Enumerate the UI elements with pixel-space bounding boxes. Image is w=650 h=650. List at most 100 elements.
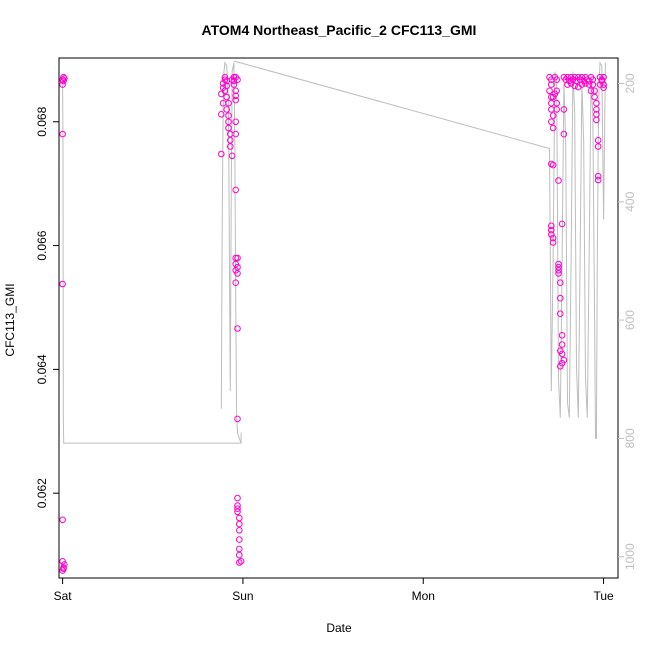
data-point [591,93,598,101]
data-point [557,310,564,318]
data-point [60,77,67,85]
data-point [553,76,561,83]
data-point [237,558,245,565]
data-point [218,150,225,158]
data-point [221,76,229,83]
data-point [578,81,586,88]
x-tick-label: Sat [54,589,73,603]
data-point [553,99,561,107]
data-point [232,92,239,100]
x-axis-label: Date [326,621,352,635]
x-tick-label: Tue [593,589,614,603]
data-point [234,502,241,509]
chart-title: ATOM4 Northeast_Pacific_2 CFC113_GMI [202,22,477,38]
data-point [549,112,557,119]
data-point [593,116,600,124]
data-point [593,99,600,107]
data-point [236,514,243,522]
data-point [548,99,555,107]
y-tick-label: 0.064 [35,354,49,384]
data-point [555,263,562,271]
data-point [560,130,568,138]
data-point [548,222,555,230]
data-point [596,81,604,88]
data-point [232,96,239,104]
y2-tick-label: 1000 [623,543,637,570]
plot-frame [58,57,619,579]
data-point [587,87,595,95]
data-point [589,76,597,83]
data-point [223,106,230,113]
data-point [557,294,564,302]
data-point [227,143,234,150]
data-point [59,130,66,138]
data-point [221,87,229,95]
data-point [555,260,562,268]
data-point [549,161,557,169]
data-point [549,124,557,132]
data-point [548,106,555,113]
series-points [59,73,607,574]
data-point [593,106,600,113]
data-point [228,152,236,160]
data-point [555,267,562,274]
data-point [585,81,593,88]
data-point [594,137,602,144]
data-point [548,118,555,126]
data-point [225,118,232,126]
x-axis: Sat Sun Mon Tue [54,578,614,603]
y-tick-label: 0.062 [35,478,49,508]
data-point [234,505,241,513]
depth-line [220,61,242,444]
data-point [218,111,225,118]
data-point [221,73,229,81]
data-point [557,279,564,287]
data-point [232,254,239,262]
data-point [236,551,243,559]
data-point [232,186,239,194]
data-point [548,231,555,238]
y-tick-label: 0.066 [35,230,49,260]
data-point [234,494,241,502]
data-point [225,124,232,132]
data-point [555,177,562,184]
y-axis: 0.062 0.064 0.066 0.068 [35,106,59,508]
data-point [591,87,598,95]
data-point [60,565,67,573]
series-lines [62,60,606,444]
data-point [232,279,239,287]
data-point [553,106,561,113]
depth-line [62,83,242,444]
data-point [59,280,66,288]
x-tick-label: Mon [412,589,435,603]
data-point [557,347,564,355]
data-point [578,73,586,81]
data-point [564,73,571,81]
data-point [227,137,234,144]
data-point [225,112,232,119]
depth-line [233,60,550,149]
data-point [60,73,67,81]
y2-tick-label: 200 [623,73,637,93]
data-point [594,143,602,150]
data-point [236,527,243,534]
data-point [59,516,66,524]
data-point [236,545,243,553]
data-point [236,520,243,528]
y2-tick-label: 600 [623,310,637,330]
data-point [548,81,555,88]
data-point [225,99,232,107]
y-tick-label: 0.068 [35,106,49,136]
depth-line [549,61,606,439]
data-point [558,332,566,339]
data-point [230,81,238,88]
data-point [558,220,566,228]
data-point [234,270,241,277]
data-point [234,263,241,271]
y2-tick-label: 800 [623,428,637,448]
data-point [557,363,564,370]
data-point [549,234,557,242]
data-point [549,239,557,246]
data-point [232,130,239,138]
